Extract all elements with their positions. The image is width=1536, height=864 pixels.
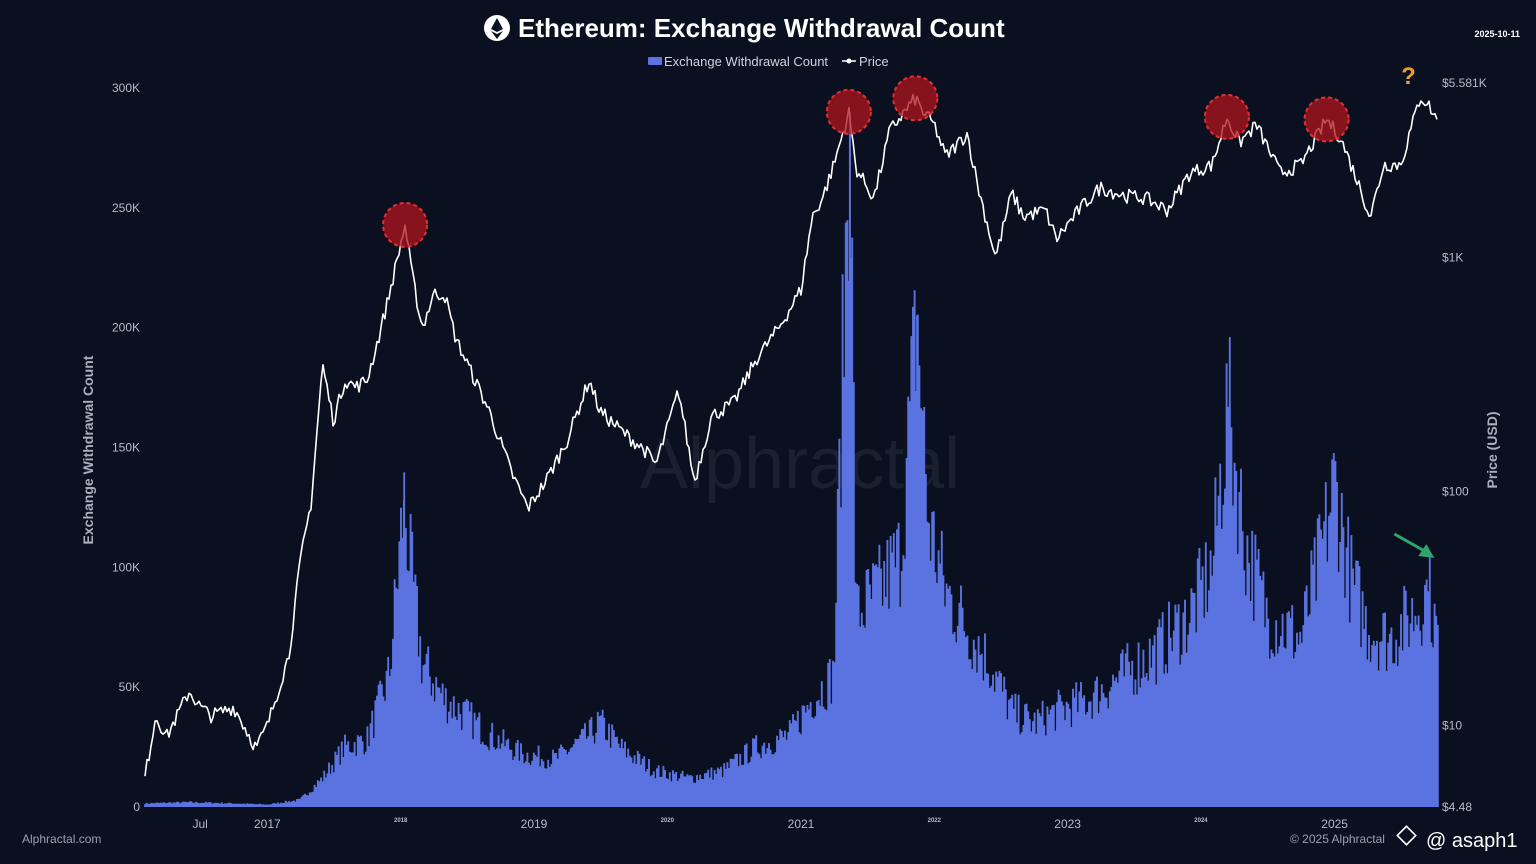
x-tick-label: 2022 (928, 818, 942, 824)
x-tick-label: 2018 (394, 818, 408, 824)
x-tick-label: 2023 (1054, 817, 1081, 831)
legend-swatch-withdrawals (648, 57, 662, 65)
y-tick-label: 150K (112, 441, 140, 455)
trend-arrow-icon (1393, 532, 1435, 558)
y-tick-label: 0 (133, 800, 140, 814)
legend-label-withdrawals: Exchange Withdrawal Count (664, 54, 828, 69)
y2-tick-label: $100 (1442, 485, 1469, 499)
date-label: 2025-10-11 (1474, 29, 1520, 39)
peak-marker (1303, 96, 1350, 143)
legend-label-price: Price (859, 54, 889, 69)
y2-tick-label: $10 (1442, 718, 1462, 732)
legend: Exchange Withdrawal Count Price (648, 54, 889, 69)
ethereum-logo-icon (484, 15, 510, 41)
y2-tick-label: $5.581K (1442, 76, 1487, 90)
footer-copyright: © 2025 Alphractal (1290, 832, 1385, 846)
y2-tick-label: $4.48 (1442, 800, 1472, 814)
x-tick-label: Jul (192, 817, 207, 831)
y-tick-label: 100K (112, 560, 140, 574)
x-tick-label: 2020 (661, 818, 675, 824)
withdrawal-area-series (144, 111, 1439, 807)
annotations: ? (382, 63, 1435, 558)
y-tick-label: 300K (112, 81, 140, 95)
x-tick-label: 2019 (521, 817, 548, 831)
withdrawal-bars (144, 220, 1439, 807)
y-tick-label: 50K (119, 680, 140, 694)
peak-marker (1203, 93, 1250, 140)
y2-tick-label: $1K (1442, 251, 1463, 265)
y-tick-label: 250K (112, 201, 140, 215)
question-mark-annotation: ? (1401, 63, 1416, 90)
footer-source: Alphractal.com (22, 832, 101, 846)
credit-handle: @ asaph1 (1426, 830, 1517, 852)
x-tick-label: 2017 (254, 817, 281, 831)
x-tick-label: 2024 (1194, 818, 1208, 824)
page-title: Ethereum: Exchange Withdrawal Count (518, 13, 1005, 43)
x-tick-label: 2025 (1321, 817, 1348, 831)
peak-marker (382, 201, 429, 248)
y2-axis-title: Price (USD) (1484, 411, 1500, 488)
x-tick-label: 2021 (788, 817, 815, 831)
peak-marker (892, 75, 939, 122)
peak-marker (825, 88, 872, 135)
binance-square-icon (1396, 825, 1417, 846)
y-tick-label: 200K (112, 321, 140, 335)
y-axis-title: Exchange Withdrawal Count (80, 355, 96, 544)
